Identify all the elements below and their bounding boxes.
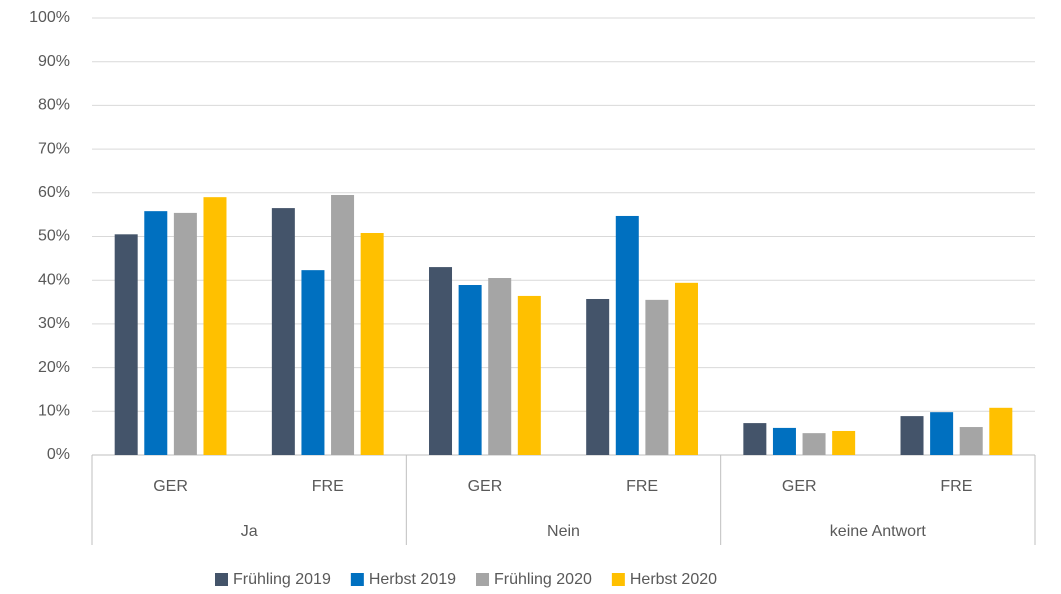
bar	[615, 215, 639, 455]
x-tick-label: GER	[153, 478, 188, 495]
bar	[832, 430, 856, 455]
legend-label: Herbst 2020	[630, 571, 717, 588]
bar	[772, 427, 796, 455]
x-tick-label: FRE	[312, 478, 344, 495]
bar	[144, 211, 168, 455]
bar	[930, 412, 954, 455]
bar	[743, 423, 767, 455]
y-tick-label: 90%	[38, 53, 70, 70]
y-tick-label: 10%	[38, 403, 70, 420]
legend-swatch	[476, 573, 490, 586]
legend-swatch	[350, 573, 364, 586]
y-tick-label: 100%	[29, 9, 70, 26]
y-tick-label: 80%	[38, 97, 70, 114]
legend-swatch	[215, 573, 228, 586]
legend-label: Frühling 2020	[494, 571, 592, 588]
x-tick-label: GER	[782, 478, 817, 495]
bar	[429, 267, 453, 455]
y-tick-label: 60%	[38, 184, 70, 201]
bar	[114, 234, 138, 455]
group-label: keine Antwort	[830, 523, 927, 540]
bar	[802, 433, 826, 455]
bar	[674, 282, 698, 455]
x-tick-label: GER	[468, 478, 503, 495]
group-label: Nein	[547, 523, 580, 540]
bar	[959, 427, 983, 455]
bar	[458, 285, 482, 455]
bar	[301, 270, 325, 455]
bar	[203, 197, 227, 456]
bar	[271, 208, 295, 455]
x-tick-label: FRE	[626, 478, 658, 495]
bar	[360, 233, 384, 455]
bar	[488, 278, 512, 455]
legend-swatch	[611, 573, 625, 586]
bar	[173, 212, 197, 455]
y-tick-label: 40%	[38, 271, 70, 288]
bar	[517, 295, 541, 455]
y-tick-label: 30%	[38, 315, 70, 332]
group-label: Ja	[241, 523, 258, 540]
x-tick-label: FRE	[940, 478, 972, 495]
bar	[331, 194, 355, 456]
y-tick-label: 50%	[38, 228, 70, 245]
y-tick-label: 70%	[38, 140, 70, 157]
legend-label: Frühling 2019	[233, 571, 331, 588]
bar	[586, 298, 610, 455]
legend-label: Herbst 2019	[369, 571, 456, 588]
bar	[900, 416, 924, 455]
bar	[989, 407, 1013, 455]
bar	[645, 299, 669, 455]
y-tick-label: 20%	[38, 359, 70, 376]
y-tick-label: 0%	[47, 446, 70, 463]
